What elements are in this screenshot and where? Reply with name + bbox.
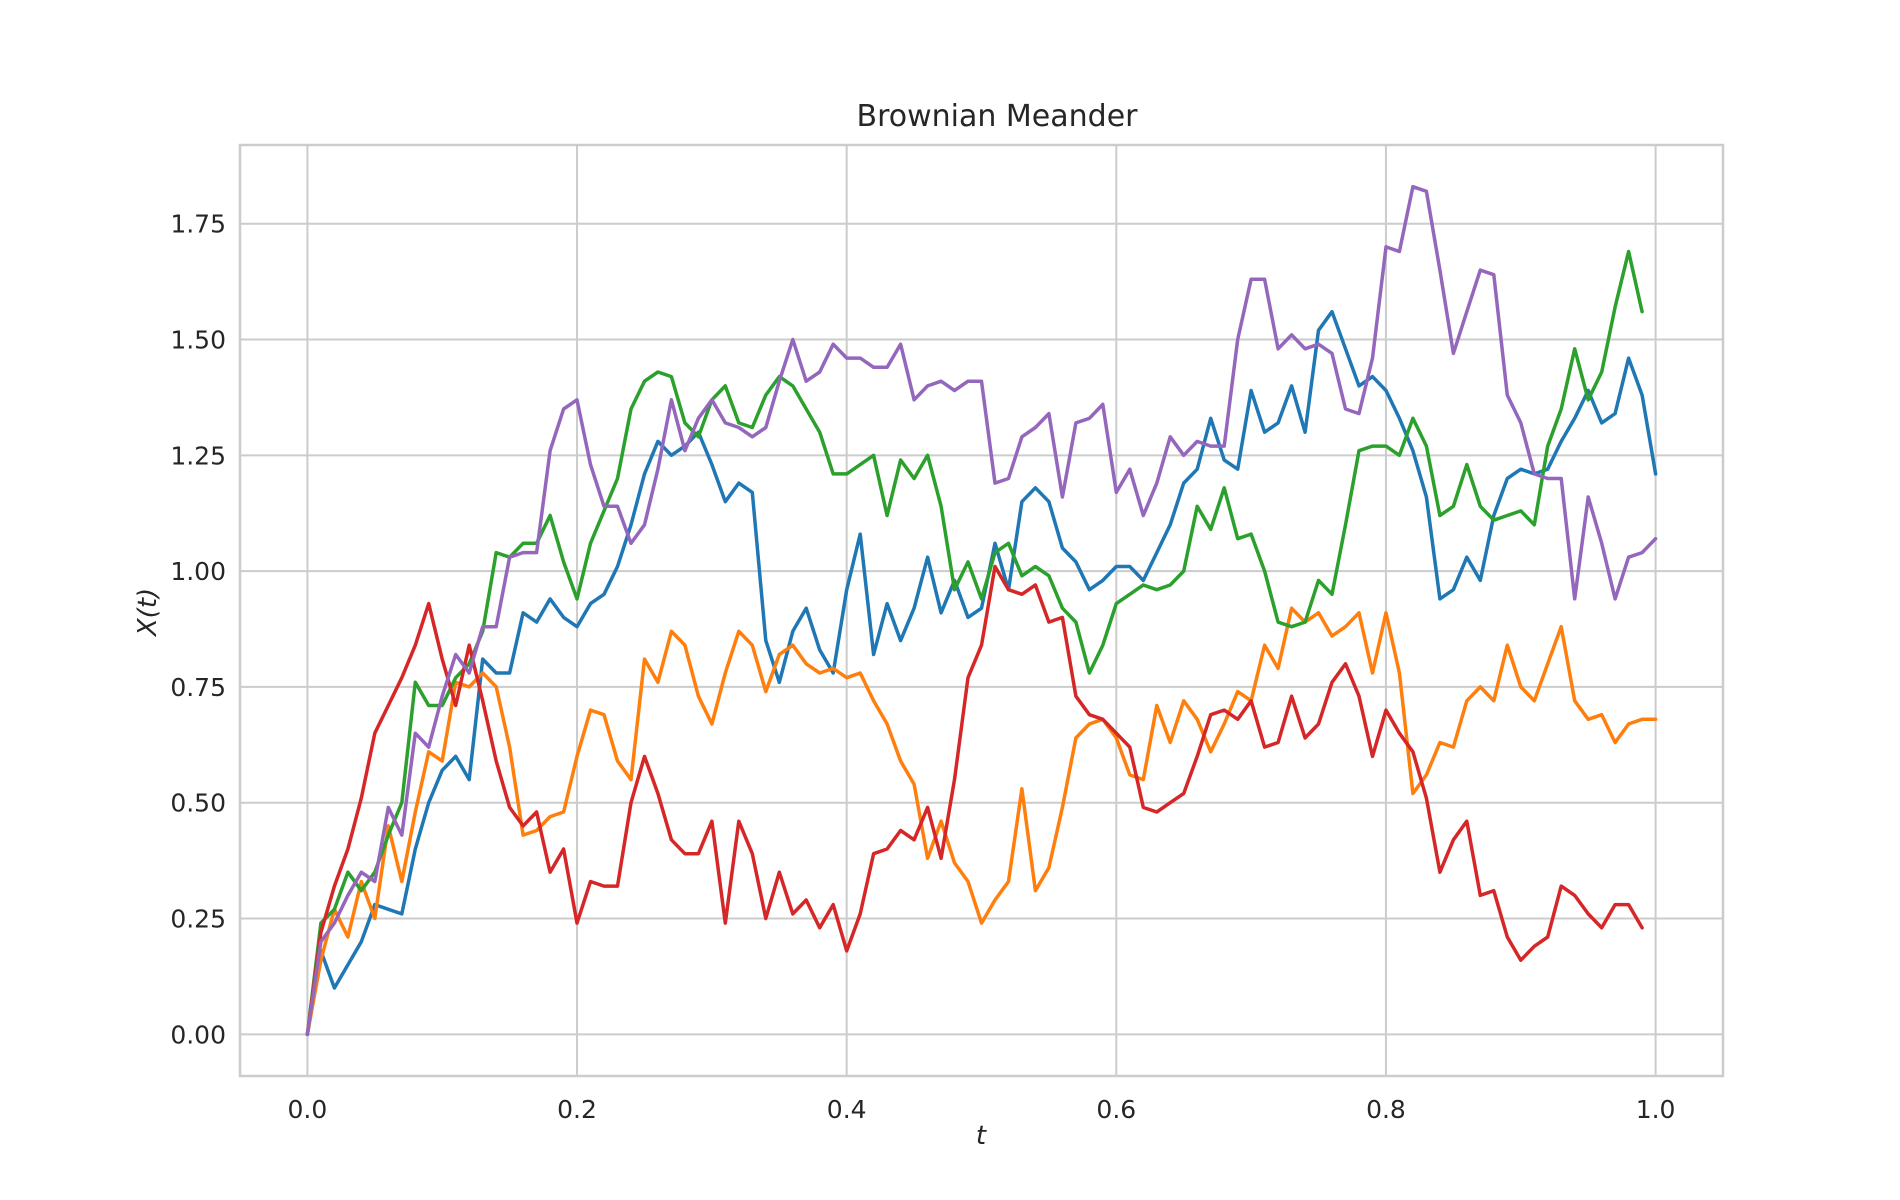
chart-title: Brownian Meander xyxy=(856,99,1138,134)
y-tick-label: 0.25 xyxy=(170,905,226,934)
series-line-5 xyxy=(305,184,1658,1037)
y-axis-label: X(t) xyxy=(133,588,163,638)
series-line-4 xyxy=(305,564,1644,1037)
y-tick-label: 1.50 xyxy=(170,326,226,355)
y-ticks: 0.00 0.25 0.50 0.75 1.00 1.25 1.50 1.75 xyxy=(170,210,226,1050)
y-tick-label: 1.00 xyxy=(170,557,226,586)
y-tick-label: 0.50 xyxy=(170,789,226,818)
y-tick-label: 0.75 xyxy=(170,673,226,702)
y-tick-label: 0.00 xyxy=(170,1020,226,1049)
x-tick-label: 0.8 xyxy=(1366,1095,1406,1124)
plot-frame xyxy=(238,143,1725,1078)
x-tick-label: 0.0 xyxy=(288,1095,328,1124)
x-axis-label: t xyxy=(976,1121,987,1151)
x-tick-label: 0.2 xyxy=(557,1095,597,1124)
y-tick-label: 1.25 xyxy=(170,441,226,470)
series-line-2 xyxy=(305,606,1658,1037)
series-lines xyxy=(305,184,1658,1037)
x-ticks: 0.0 0.2 0.4 0.6 0.8 1.0 xyxy=(288,1095,1676,1124)
x-tick-label: 0.4 xyxy=(827,1095,867,1124)
x-tick-label: 0.6 xyxy=(1096,1095,1136,1124)
y-tick-label: 1.75 xyxy=(170,210,226,239)
x-tick-label: 1.0 xyxy=(1636,1095,1676,1124)
series-line-3 xyxy=(305,249,1644,1037)
series-line-1 xyxy=(305,309,1658,1037)
grid xyxy=(240,145,1723,1076)
